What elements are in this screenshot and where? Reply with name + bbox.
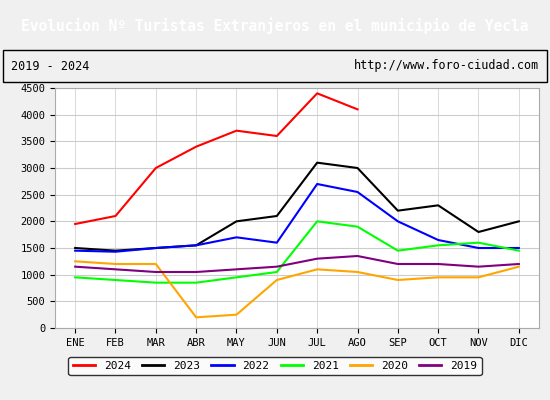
Text: 2019 - 2024: 2019 - 2024	[11, 60, 89, 72]
Text: Evolucion Nº Turistas Extranjeros en el municipio de Yecla: Evolucion Nº Turistas Extranjeros en el …	[21, 18, 529, 34]
Text: http://www.foro-ciudad.com: http://www.foro-ciudad.com	[354, 60, 539, 72]
Legend: 2024, 2023, 2022, 2021, 2020, 2019: 2024, 2023, 2022, 2021, 2020, 2019	[68, 356, 482, 376]
